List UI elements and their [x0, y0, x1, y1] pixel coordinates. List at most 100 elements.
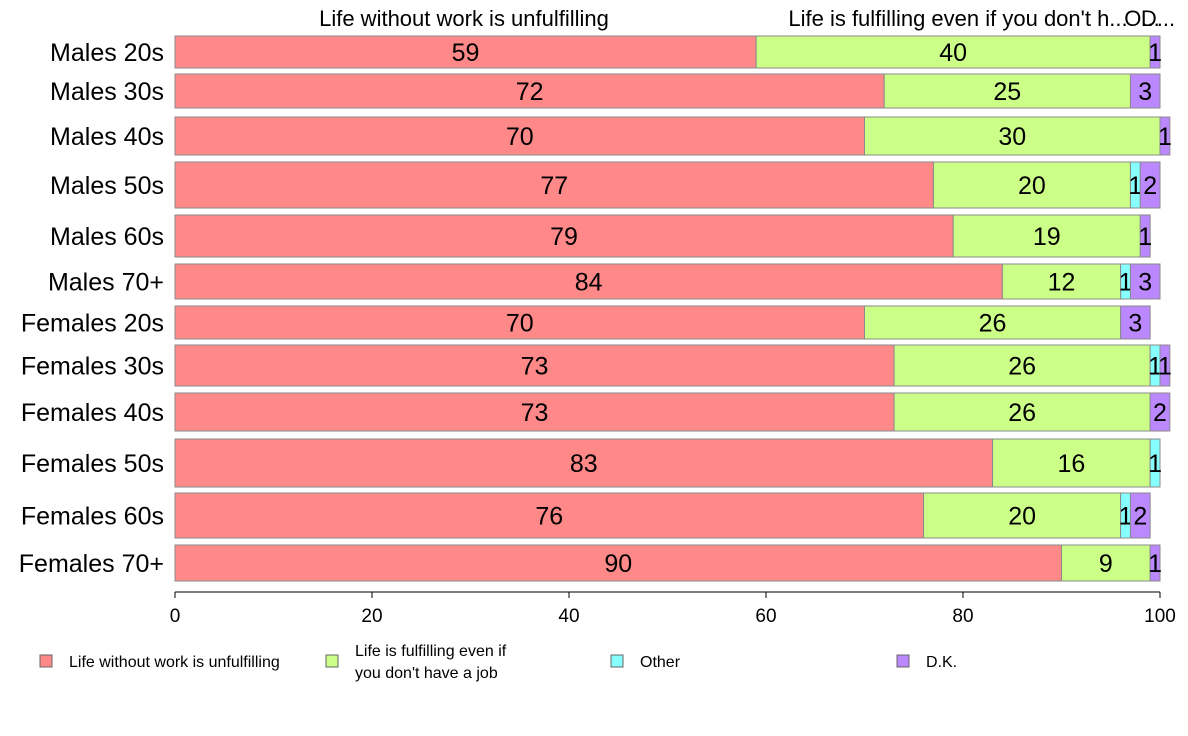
x-tick-label: 100 [1144, 606, 1176, 627]
legend-label: you don't have a job [355, 665, 498, 682]
bar-value-label: 59 [452, 39, 480, 67]
bar-segment-life-without-work-is-unfulfilling [174, 392, 895, 432]
bar-value-label: 79 [550, 223, 578, 251]
bar-segment-life-is-fulfilling-even-if-you-don-t-have-a-job [893, 344, 1151, 387]
bar-segment-life-without-work-is-unfulfilling [174, 35, 757, 69]
bar-segment-life-is-fulfilling-even-if-you-don-t-have-a-job [1061, 544, 1151, 582]
bar-value-label: 83 [570, 450, 598, 478]
bar-segment-d-k [1129, 73, 1161, 109]
x-tick-label: 60 [755, 606, 776, 627]
legend-swatch-other [610, 654, 624, 668]
bar-value-label: 1 [1119, 503, 1133, 531]
bar-value-label: 3 [1138, 78, 1152, 106]
bar-value-label: 70 [506, 123, 534, 151]
x-tick-label: 40 [558, 606, 579, 627]
bar-segment-life-is-fulfilling-even-if-you-don-t-have-a-job [864, 116, 1161, 156]
category-label: Males 30s [50, 78, 164, 106]
bar-value-label: 3 [1138, 269, 1152, 297]
bar-segment-life-without-work-is-unfulfilling [174, 492, 925, 539]
legend-label: Life without work is unfulfilling [69, 654, 280, 671]
bar-value-label: 1 [1148, 550, 1162, 578]
x-tick-label: 0 [170, 606, 181, 627]
bar-segment-d-k [1129, 263, 1161, 300]
bar-segment-life-is-fulfilling-even-if-you-don-t-have-a-job [952, 214, 1141, 258]
bar-value-label: 30 [998, 123, 1026, 151]
bar-segment-life-is-fulfilling-even-if-you-don-t-have-a-job [883, 73, 1131, 109]
category-label: Females 30s [21, 353, 164, 381]
bar-value-label: 77 [540, 172, 568, 200]
bar-value-label: 73 [521, 399, 549, 427]
legend-label: Other [640, 654, 681, 671]
bar-value-label: 72 [516, 78, 544, 106]
bar-segment-life-is-fulfilling-even-if-you-don-t-have-a-job [755, 35, 1151, 69]
category-label: Females 40s [21, 399, 164, 427]
bar-value-label: 1 [1158, 123, 1172, 151]
bar-value-label: 26 [1008, 399, 1036, 427]
bar-value-label: 70 [506, 310, 534, 338]
bar-segment-life-is-fulfilling-even-if-you-don-t-have-a-job [923, 492, 1122, 539]
bar-value-label: 20 [1008, 503, 1036, 531]
bar-value-label: 26 [979, 310, 1007, 338]
bar-value-label: 16 [1057, 450, 1085, 478]
bar-segment-life-without-work-is-unfulfilling [174, 438, 994, 488]
bar-segment-life-is-fulfilling-even-if-you-don-t-have-a-job [893, 392, 1151, 432]
bar-segment-life-without-work-is-unfulfilling [174, 214, 954, 258]
bar-value-label: 1 [1148, 39, 1162, 67]
category-label: Females 60s [21, 503, 164, 531]
legend-swatch-life-is-fulfilling-even-if [325, 654, 339, 668]
legend-swatch-d-k [896, 654, 910, 668]
bar-value-label: 40 [939, 39, 967, 67]
bar-segment-d-k [1159, 116, 1171, 156]
category-label: Males 70+ [48, 269, 164, 297]
bar-segment-d-k [1129, 492, 1151, 539]
bar-value-label: 1 [1119, 269, 1133, 297]
bar-value-label: 84 [575, 269, 603, 297]
bar-segment-life-is-fulfilling-even-if-you-don-t-have-a-job [992, 438, 1151, 488]
top-series-label: Life is fulfilling even if you don't h..… [788, 6, 1127, 31]
category-label: Males 50s [50, 172, 164, 200]
x-tick-label: 80 [952, 606, 973, 627]
category-label: Females 70+ [19, 550, 164, 578]
top-series-label: O... [1124, 6, 1159, 31]
bar-segment-d-k [1149, 392, 1171, 432]
bar-value-label: 1 [1148, 450, 1162, 478]
top-series-label: Life without work is unfulfilling [319, 6, 609, 31]
bar-value-label: 1 [1148, 353, 1162, 381]
bar-value-label: 25 [993, 78, 1021, 106]
bar-segment-life-without-work-is-unfulfilling [174, 305, 865, 340]
legend-swatch-life-without-work-is-unfulfilling [39, 654, 53, 668]
bar-segment-d-k [1139, 161, 1161, 209]
category-label: Females 50s [21, 450, 164, 478]
bar-segment-life-is-fulfilling-even-if-you-don-t-have-a-job [864, 305, 1122, 340]
bar-segment-life-without-work-is-unfulfilling [174, 73, 885, 109]
bar-value-label: 90 [604, 550, 632, 578]
bar-segment-life-without-work-is-unfulfilling [174, 161, 934, 209]
bar-value-label: 73 [521, 353, 549, 381]
category-label: Males 60s [50, 223, 164, 251]
bar-value-label: 1 [1158, 353, 1172, 381]
bar-segment-life-is-fulfilling-even-if-you-don-t-have-a-job [932, 161, 1131, 209]
bar-segment-d-k [1159, 344, 1171, 387]
bar-segment-d-k [1120, 305, 1151, 340]
bar-segment-life-is-fulfilling-even-if-you-don-t-have-a-job [1001, 263, 1122, 300]
category-label: Females 20s [21, 310, 164, 338]
bar-segment-d-k [1149, 544, 1161, 582]
bar-segment-other [1149, 438, 1161, 488]
bar-value-label: 19 [1033, 223, 1061, 251]
bar-value-label: 2 [1133, 503, 1147, 531]
legend-label: Life is fulfilling even if [355, 643, 507, 660]
bar-value-label: 76 [535, 503, 563, 531]
category-label: Males 20s [50, 39, 164, 67]
category-label: Males 40s [50, 123, 164, 151]
bar-segment-d-k [1149, 35, 1161, 69]
bar-segment-d-k [1139, 214, 1151, 258]
top-series-label: D... [1141, 6, 1175, 31]
bar-value-label: 26 [1008, 353, 1036, 381]
bar-value-label: 1 [1138, 223, 1152, 251]
legend-label: D.K. [926, 654, 957, 671]
bar-segment-life-without-work-is-unfulfilling [174, 116, 865, 156]
bar-value-label: 9 [1099, 550, 1113, 578]
bar-value-label: 1 [1128, 172, 1142, 200]
bar-value-label: 20 [1018, 172, 1046, 200]
